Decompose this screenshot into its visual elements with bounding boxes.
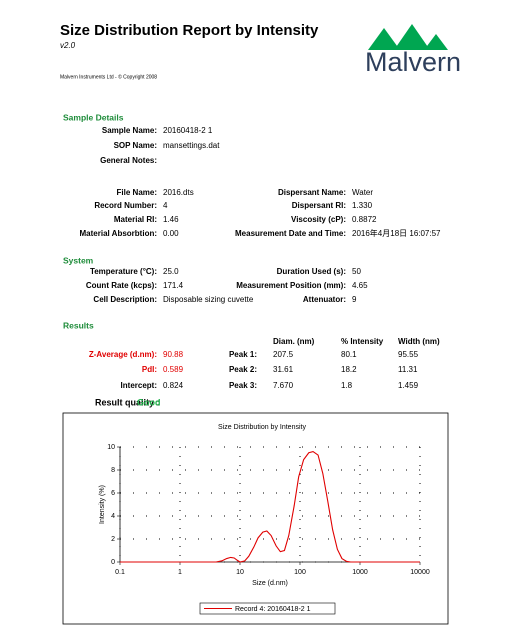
field-value: 1.330 bbox=[352, 201, 373, 210]
field-value: Disposable sizing cuvette bbox=[163, 295, 254, 304]
peak-header: Diam. (nm) bbox=[273, 337, 315, 346]
peak-value: 7.670 bbox=[273, 381, 294, 390]
result-value: 0.824 bbox=[163, 381, 184, 390]
x-axis-label: Size (d.nm) bbox=[252, 580, 288, 587]
field-value: 9 bbox=[352, 295, 357, 304]
field-label: Record Number: bbox=[94, 201, 157, 210]
result-label: Intercept: bbox=[121, 381, 157, 390]
section-heading: System bbox=[63, 255, 94, 265]
y-axis-label: Intensity (%) bbox=[99, 485, 106, 524]
peak-header: % Intensity bbox=[341, 337, 384, 346]
version: v2.0 bbox=[60, 41, 76, 50]
y-tick-label: 6 bbox=[111, 490, 115, 497]
field-label: Cell Description: bbox=[93, 295, 157, 304]
y-tick-label: 4 bbox=[111, 513, 115, 520]
field-label: Material Absorbtion: bbox=[80, 229, 157, 238]
result-label: Z-Average (d.nm): bbox=[89, 350, 157, 359]
peak-value: 11.31 bbox=[398, 365, 418, 374]
peak-header: Width (nm) bbox=[398, 337, 440, 346]
field-value: 4.65 bbox=[352, 281, 368, 290]
field-label: Dispersant RI: bbox=[292, 201, 346, 210]
field-value: 50 bbox=[352, 267, 361, 276]
peak-value: 207.5 bbox=[273, 350, 294, 359]
field-value: 171.4 bbox=[163, 281, 184, 290]
result-value: 90.88 bbox=[163, 350, 184, 359]
logo-text: Malvern bbox=[365, 47, 461, 77]
field-label: SOP Name: bbox=[114, 141, 157, 150]
field-value: 20160418-2 1 bbox=[163, 126, 213, 135]
field-value: 0.8872 bbox=[352, 215, 377, 224]
peak-value: 31.61 bbox=[273, 365, 294, 374]
quality-value: Good bbox=[137, 397, 161, 407]
chart-title: Size Distribution by Intensity bbox=[218, 424, 306, 431]
y-tick-label: 0 bbox=[111, 559, 115, 566]
peak-label: Peak 3: bbox=[229, 381, 257, 390]
logo-mark bbox=[368, 24, 448, 50]
field-label: Temperature (°C): bbox=[90, 267, 157, 276]
y-tick-label: 2 bbox=[111, 536, 115, 543]
field-label: Material RI: bbox=[114, 215, 157, 224]
field-value: 0.00 bbox=[163, 229, 179, 238]
field-label: Sample Name: bbox=[102, 126, 157, 135]
section-heading: Results bbox=[63, 320, 94, 330]
quality-label: Result quality : bbox=[95, 397, 160, 407]
field-value: 2016年4月18日 16:07:57 bbox=[352, 228, 441, 238]
peak-value: 80.1 bbox=[341, 350, 357, 359]
result-value: 0.589 bbox=[163, 365, 184, 374]
peak-value: 1.459 bbox=[398, 381, 419, 390]
field-label: Viscosity (cP): bbox=[291, 215, 346, 224]
field-value: 4 bbox=[163, 201, 168, 210]
field-label: Attenuator: bbox=[303, 295, 346, 304]
x-tick-label: 1 bbox=[178, 569, 182, 576]
x-tick-label: 0.1 bbox=[115, 569, 125, 576]
field-value: 1.46 bbox=[163, 215, 179, 224]
field-label: File Name: bbox=[117, 188, 157, 197]
legend-box bbox=[199, 602, 336, 615]
field-value: 25.0 bbox=[163, 267, 179, 276]
result-label: PdI: bbox=[142, 365, 157, 374]
x-tick-label: 1000 bbox=[352, 569, 368, 576]
report-title: Size Distribution Report by Intensity bbox=[60, 22, 319, 39]
y-tick-label: 10 bbox=[107, 444, 115, 451]
peak-value: 18.2 bbox=[341, 365, 357, 374]
field-value: 2016.dts bbox=[163, 188, 194, 197]
field-label: Measurement Date and Time: bbox=[235, 229, 346, 238]
peak-label: Peak 1: bbox=[229, 350, 257, 359]
x-tick-label: 10000 bbox=[410, 569, 430, 576]
copyright: Malvern Instruments Ltd - © Copyright 20… bbox=[60, 73, 157, 80]
x-tick-label: 100 bbox=[294, 569, 306, 576]
field-label: Duration Used (s): bbox=[277, 267, 346, 276]
field-label: Count Rate (kcps): bbox=[86, 281, 157, 290]
field-value: Water bbox=[352, 188, 373, 197]
data-line bbox=[120, 451, 420, 563]
field-value: mansettings.dat bbox=[163, 141, 220, 150]
peak-value: 1.8 bbox=[341, 381, 353, 390]
field-label: General Notes: bbox=[100, 156, 157, 165]
peak-label: Peak 2: bbox=[229, 365, 257, 374]
peak-value: 95.55 bbox=[398, 350, 419, 359]
legend-label: Record 4: 20160418-2 1 bbox=[235, 606, 311, 613]
x-tick-label: 10 bbox=[236, 569, 244, 576]
y-tick-label: 8 bbox=[111, 467, 115, 474]
chart-frame bbox=[62, 412, 449, 625]
section-heading: Sample Details bbox=[63, 112, 124, 122]
field-label: Measurement Position (mm): bbox=[236, 281, 346, 290]
field-label: Dispersant Name: bbox=[278, 188, 346, 197]
